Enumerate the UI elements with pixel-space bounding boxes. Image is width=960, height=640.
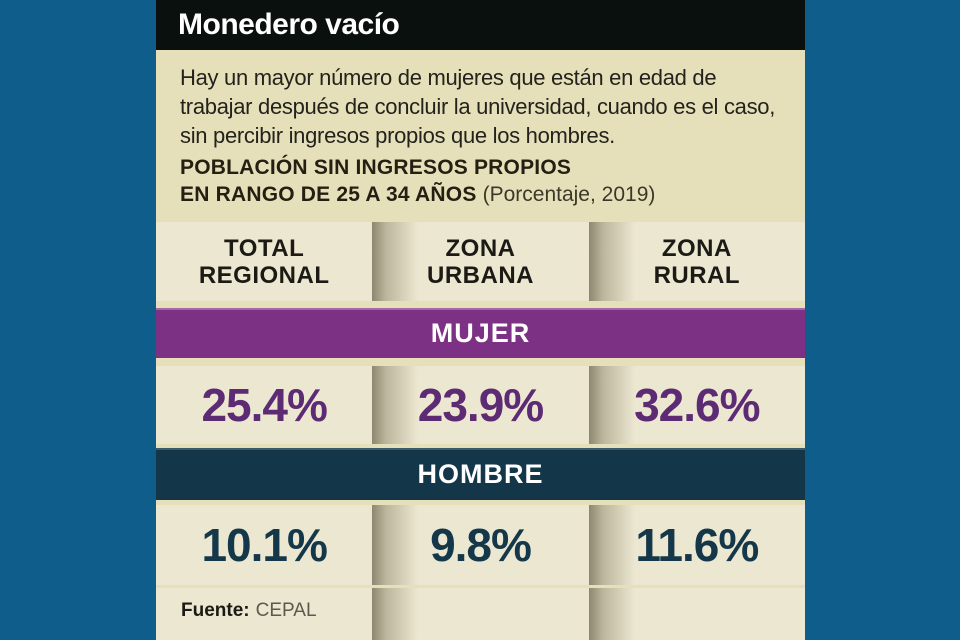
column-header-total-regional: TOTAL REGIONAL bbox=[156, 222, 373, 301]
value-mujer-zona-urbana: 23.9% bbox=[372, 366, 589, 444]
header-bar: Monedero vacío bbox=[156, 0, 805, 50]
source-row-spacer-1 bbox=[372, 588, 589, 640]
column-header-row: TOTAL REGIONAL ZONA URBANA ZONA RURAL bbox=[156, 222, 805, 301]
chart-title-line1: POBLACIÓN SIN INGRESOS PROPIOS bbox=[180, 156, 572, 179]
chart-title-line2: EN RANGO DE 25 A 34 AÑOS (Porcentaje, 20… bbox=[180, 183, 656, 206]
chart-unit-note: (Porcentaje, 2019) bbox=[482, 183, 656, 206]
page-title: Monedero vacío bbox=[178, 8, 400, 41]
series-band-hombre: HOMBRE bbox=[156, 448, 805, 500]
values-row-mujer: 25.4% 23.9% 32.6% bbox=[156, 366, 805, 444]
values-row-hombre: 10.1% 9.8% 11.6% bbox=[156, 505, 805, 585]
intro-section: Hay un mayor número de mujeres que están… bbox=[156, 50, 805, 150]
value-hombre-total-regional: 10.1% bbox=[156, 505, 373, 585]
infographic-card: Monedero vacío Hay un mayor número de mu… bbox=[156, 0, 805, 640]
value-hombre-zona-urbana: 9.8% bbox=[372, 505, 589, 585]
column-header-zona-rural: ZONA RURAL bbox=[588, 222, 805, 301]
value-mujer-total-regional: 25.4% bbox=[156, 366, 373, 444]
source-value: CEPAL bbox=[255, 600, 317, 621]
source-row: Fuente: CEPAL bbox=[156, 588, 805, 640]
chart-title: POBLACIÓN SIN INGRESOS PROPIOS EN RANGO … bbox=[156, 150, 805, 212]
source-label: Fuente: bbox=[181, 600, 250, 621]
series-label-hombre: HOMBRE bbox=[417, 458, 544, 489]
intro-text: Hay un mayor número de mujeres que están… bbox=[180, 65, 776, 148]
value-hombre-zona-rural: 11.6% bbox=[588, 505, 805, 585]
source-row-spacer-2 bbox=[588, 588, 805, 640]
source-note: Fuente: CEPAL bbox=[156, 588, 373, 640]
value-mujer-zona-rural: 32.6% bbox=[588, 366, 805, 444]
column-header-zona-urbana: ZONA URBANA bbox=[372, 222, 589, 301]
series-band-mujer: MUJER bbox=[156, 308, 805, 358]
series-label-mujer: MUJER bbox=[430, 317, 531, 348]
